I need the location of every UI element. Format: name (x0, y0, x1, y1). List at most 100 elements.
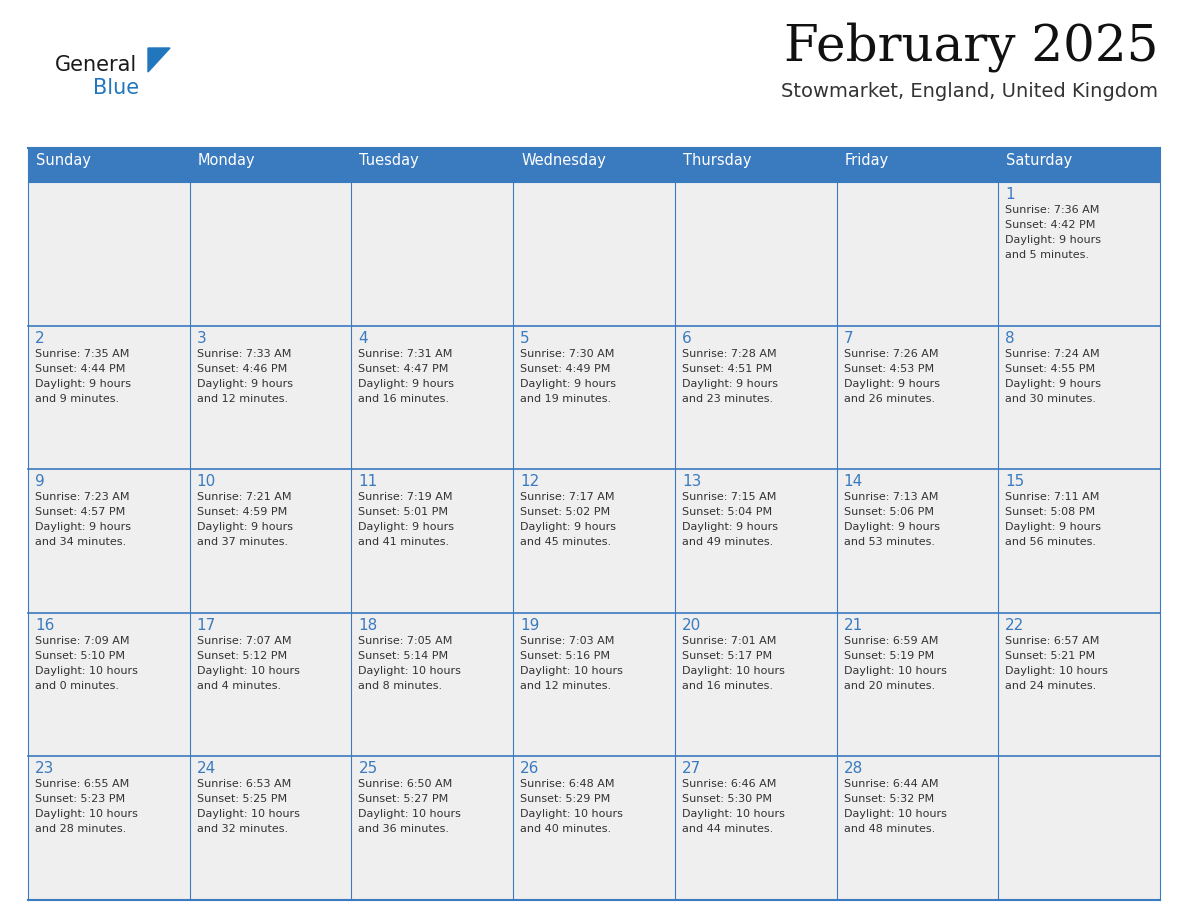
Text: Sunrise: 6:59 AM: Sunrise: 6:59 AM (843, 636, 939, 645)
Text: 4: 4 (359, 330, 368, 345)
Text: and 37 minutes.: and 37 minutes. (197, 537, 287, 547)
Text: Daylight: 10 hours: Daylight: 10 hours (34, 666, 138, 676)
Text: Sunrise: 6:48 AM: Sunrise: 6:48 AM (520, 779, 614, 789)
Text: Sunrise: 7:21 AM: Sunrise: 7:21 AM (197, 492, 291, 502)
Bar (513, 148, 675, 182)
Text: and 40 minutes.: and 40 minutes. (520, 824, 612, 834)
Bar (352, 756, 513, 900)
Text: 7: 7 (843, 330, 853, 345)
Text: Sunrise: 7:19 AM: Sunrise: 7:19 AM (359, 492, 453, 502)
Bar (675, 182, 836, 326)
Text: Sunrise: 7:36 AM: Sunrise: 7:36 AM (1005, 205, 1100, 215)
Text: Sunrise: 7:09 AM: Sunrise: 7:09 AM (34, 636, 129, 645)
Text: Daylight: 9 hours: Daylight: 9 hours (843, 378, 940, 388)
Text: Sunset: 5:19 PM: Sunset: 5:19 PM (843, 651, 934, 661)
Text: Sunset: 5:21 PM: Sunset: 5:21 PM (1005, 651, 1095, 661)
Text: 6: 6 (682, 330, 691, 345)
Bar (352, 326, 513, 469)
Bar (513, 756, 675, 900)
Text: 3: 3 (197, 330, 207, 345)
Text: Daylight: 10 hours: Daylight: 10 hours (197, 810, 299, 820)
Bar (675, 326, 836, 469)
Bar (352, 182, 513, 326)
Bar (675, 469, 836, 613)
Bar (190, 182, 352, 326)
Bar (836, 469, 998, 613)
Text: 14: 14 (843, 475, 862, 489)
Text: and 0 minutes.: and 0 minutes. (34, 681, 119, 691)
Text: Sunrise: 7:15 AM: Sunrise: 7:15 AM (682, 492, 776, 502)
Text: and 26 minutes.: and 26 minutes. (843, 394, 935, 404)
Bar (836, 613, 998, 756)
Text: Sunrise: 7:28 AM: Sunrise: 7:28 AM (682, 349, 777, 359)
Text: and 56 minutes.: and 56 minutes. (1005, 537, 1097, 547)
Bar (513, 613, 675, 756)
Bar (836, 148, 998, 182)
Text: and 32 minutes.: and 32 minutes. (197, 824, 287, 834)
Text: Daylight: 9 hours: Daylight: 9 hours (520, 522, 617, 532)
Text: Sunset: 4:46 PM: Sunset: 4:46 PM (197, 364, 287, 374)
Bar (998, 756, 1159, 900)
Bar (675, 148, 836, 182)
Text: Sunset: 5:30 PM: Sunset: 5:30 PM (682, 794, 772, 804)
Text: Sunset: 5:04 PM: Sunset: 5:04 PM (682, 508, 772, 517)
Text: Sunset: 5:16 PM: Sunset: 5:16 PM (520, 651, 611, 661)
Text: and 20 minutes.: and 20 minutes. (843, 681, 935, 691)
Bar (836, 326, 998, 469)
Text: Sunrise: 7:31 AM: Sunrise: 7:31 AM (359, 349, 453, 359)
Text: 8: 8 (1005, 330, 1015, 345)
Text: Sunset: 5:29 PM: Sunset: 5:29 PM (520, 794, 611, 804)
Text: 1: 1 (1005, 187, 1015, 202)
Text: Sunset: 4:49 PM: Sunset: 4:49 PM (520, 364, 611, 374)
Text: Wednesday: Wednesday (522, 153, 606, 168)
Text: Sunset: 4:55 PM: Sunset: 4:55 PM (1005, 364, 1095, 374)
Text: Daylight: 9 hours: Daylight: 9 hours (682, 522, 778, 532)
Text: and 44 minutes.: and 44 minutes. (682, 824, 773, 834)
Text: Daylight: 10 hours: Daylight: 10 hours (34, 810, 138, 820)
Text: and 5 minutes.: and 5 minutes. (1005, 250, 1089, 260)
Text: Sunrise: 6:55 AM: Sunrise: 6:55 AM (34, 779, 129, 789)
Bar (190, 613, 352, 756)
Text: Monday: Monday (197, 153, 255, 168)
Text: Sunrise: 7:23 AM: Sunrise: 7:23 AM (34, 492, 129, 502)
Text: and 34 minutes.: and 34 minutes. (34, 537, 126, 547)
Text: Sunrise: 6:53 AM: Sunrise: 6:53 AM (197, 779, 291, 789)
Text: 9: 9 (34, 475, 45, 489)
Bar (352, 148, 513, 182)
Text: Sunset: 4:44 PM: Sunset: 4:44 PM (34, 364, 126, 374)
Text: Sunset: 5:23 PM: Sunset: 5:23 PM (34, 794, 125, 804)
Text: Sunset: 5:02 PM: Sunset: 5:02 PM (520, 508, 611, 517)
Text: Thursday: Thursday (683, 153, 751, 168)
Text: and 49 minutes.: and 49 minutes. (682, 537, 773, 547)
Bar (29, 326, 190, 469)
Text: and 16 minutes.: and 16 minutes. (359, 394, 449, 404)
Text: 22: 22 (1005, 618, 1024, 633)
Text: Daylight: 10 hours: Daylight: 10 hours (520, 666, 623, 676)
Text: Sunrise: 7:35 AM: Sunrise: 7:35 AM (34, 349, 129, 359)
Text: 18: 18 (359, 618, 378, 633)
Text: and 48 minutes.: and 48 minutes. (843, 824, 935, 834)
Text: Sunrise: 6:44 AM: Sunrise: 6:44 AM (843, 779, 939, 789)
Bar (675, 613, 836, 756)
Text: Stowmarket, England, United Kingdom: Stowmarket, England, United Kingdom (781, 82, 1158, 101)
Text: Daylight: 9 hours: Daylight: 9 hours (197, 378, 292, 388)
Text: Daylight: 10 hours: Daylight: 10 hours (682, 666, 785, 676)
Text: Sunset: 5:25 PM: Sunset: 5:25 PM (197, 794, 286, 804)
Text: and 9 minutes.: and 9 minutes. (34, 394, 119, 404)
Bar (190, 148, 352, 182)
Text: Daylight: 9 hours: Daylight: 9 hours (1005, 235, 1101, 245)
Text: and 36 minutes.: and 36 minutes. (359, 824, 449, 834)
Bar (998, 613, 1159, 756)
Text: Daylight: 10 hours: Daylight: 10 hours (843, 810, 947, 820)
Text: Sunset: 5:32 PM: Sunset: 5:32 PM (843, 794, 934, 804)
Text: 23: 23 (34, 761, 55, 777)
Text: Sunset: 5:12 PM: Sunset: 5:12 PM (197, 651, 286, 661)
Text: Sunset: 5:01 PM: Sunset: 5:01 PM (359, 508, 448, 517)
Text: and 24 minutes.: and 24 minutes. (1005, 681, 1097, 691)
Text: 20: 20 (682, 618, 701, 633)
Text: Sunset: 4:53 PM: Sunset: 4:53 PM (843, 364, 934, 374)
Text: 26: 26 (520, 761, 539, 777)
Text: and 30 minutes.: and 30 minutes. (1005, 394, 1097, 404)
Bar (29, 756, 190, 900)
Text: Daylight: 10 hours: Daylight: 10 hours (1005, 666, 1108, 676)
